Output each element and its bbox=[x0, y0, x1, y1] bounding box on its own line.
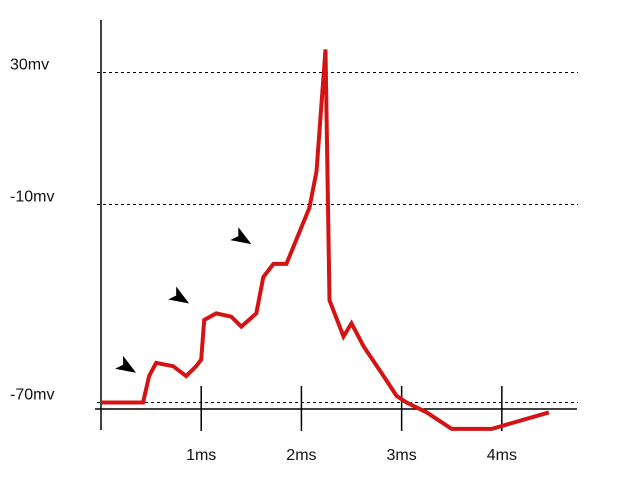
arrowhead-1 bbox=[168, 286, 190, 304]
y-tick-label: -10mv bbox=[10, 189, 54, 206]
y-tick-label: 30mv bbox=[10, 57, 49, 74]
y-tick-label: -70mv bbox=[10, 387, 54, 404]
arrowhead-annotations bbox=[115, 227, 252, 373]
data-series bbox=[101, 49, 550, 431]
x-tick-label: 4ms bbox=[487, 447, 517, 464]
x-tick-label: 3ms bbox=[387, 447, 417, 464]
x-tick-label: 2ms bbox=[286, 447, 316, 464]
x-tick-label: 1ms bbox=[186, 447, 216, 464]
series-line-0 bbox=[101, 49, 550, 431]
y-axis-labels: 30mv -10mv -70mv bbox=[10, 57, 54, 404]
x-axis-ticks: 1ms 2ms 3ms 4ms bbox=[186, 386, 517, 464]
arrowhead-2 bbox=[230, 227, 252, 245]
reference-gridlines bbox=[97, 72, 578, 403]
arrowhead-0 bbox=[115, 355, 137, 373]
